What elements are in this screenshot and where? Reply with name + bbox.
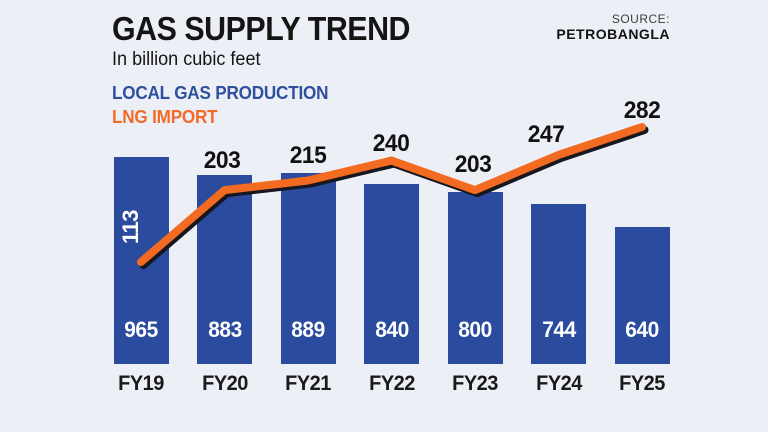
source-label: SOURCE: xyxy=(611,12,670,26)
chart-subtitle: In billion cubic feet xyxy=(112,49,261,70)
x-axis-label-fy20: FY20 xyxy=(201,372,248,395)
line-value-label-fy19: 113 xyxy=(118,210,143,244)
legend-lng-import: LNG IMPORT xyxy=(112,107,218,127)
line-value-label-fy20: 203 xyxy=(203,147,240,175)
source-block: SOURCE: PETROBANGLA xyxy=(556,12,670,42)
page-title: GAS SUPPLY TREND xyxy=(112,10,411,47)
line-value-label-fy24: 247 xyxy=(527,120,564,148)
bar-value-label-fy25: 640 xyxy=(625,317,659,342)
bar-value-label-fy22: 840 xyxy=(374,317,409,342)
bar-value-label-fy23: 800 xyxy=(458,317,492,342)
x-axis-label-fy25: FY25 xyxy=(619,372,665,395)
bar-value-label-fy19: 965 xyxy=(124,317,158,342)
bar-value-label-fy21: 889 xyxy=(291,317,325,342)
x-axis-label-fy24: FY24 xyxy=(535,372,582,395)
bar-value-label-fy20: 883 xyxy=(207,317,242,342)
x-axis-label-fy21: FY21 xyxy=(285,372,331,395)
legend-local-gas-production: LOCAL GAS PRODUCTION xyxy=(112,83,329,103)
line-value-label-fy22: 240 xyxy=(372,129,409,157)
line-value-label-fy23: 203 xyxy=(454,151,492,179)
source-value: PETROBANGLA xyxy=(556,26,670,42)
x-axis-label-fy23: FY23 xyxy=(452,372,498,395)
x-axis-label-fy19: FY19 xyxy=(118,372,164,395)
line-value-label-fy21: 215 xyxy=(289,141,327,169)
line-value-label-fy25: 282 xyxy=(623,97,661,124)
x-axis-label-fy22: FY22 xyxy=(368,372,415,395)
bar-value-label-fy24: 744 xyxy=(541,317,576,342)
bar-fy25 xyxy=(614,226,670,364)
